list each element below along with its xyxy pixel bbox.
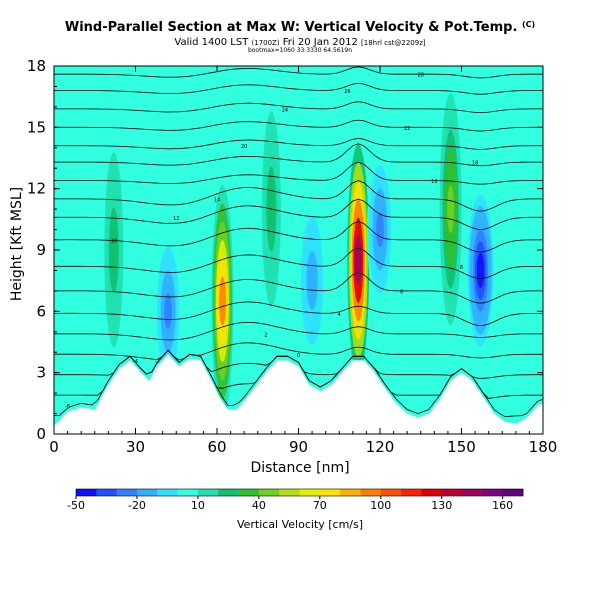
- updraft-core-1: [347, 144, 370, 377]
- isentrope-line: [54, 349, 543, 379]
- colorbar-swatch: [218, 489, 239, 496]
- colorbar-swatch: [258, 489, 280, 496]
- colorbar-swatch: [441, 489, 463, 496]
- colorbar-swatch: [197, 489, 219, 496]
- x-tick-label: 30: [126, 438, 145, 456]
- chart-subtitle: Valid 1400 LST (1700Z) Fri 20 Jan 2012 […: [174, 37, 426, 48]
- isentrope-line: [54, 82, 543, 95]
- colorbar-swatch: [340, 489, 361, 496]
- colorbar-swatch: [380, 489, 402, 496]
- isentrope-label: -4: [133, 359, 138, 365]
- colorbar-tick-label: 100: [370, 499, 391, 512]
- y-axis-label: Height [Kft MSL]: [9, 186, 25, 302]
- isentrope-line: [54, 101, 543, 113]
- isentrope-line: [54, 301, 543, 326]
- isentrope-label: 8: [460, 265, 463, 271]
- y-tick-label: 0: [36, 425, 46, 443]
- isentrope-line: [54, 66, 543, 79]
- chart-title: Wind-Parallel Section at Max W: Vertical…: [64, 20, 536, 35]
- x-tick-label: 120: [366, 438, 395, 456]
- isentrope-label: 20: [241, 144, 247, 150]
- colorbar-swatch: [177, 489, 199, 496]
- isentrope-label: 14: [214, 197, 220, 203]
- colorbar-tick-label: -50: [67, 499, 85, 512]
- isentrope-line: [54, 342, 543, 361]
- isentrope-label: 16: [431, 179, 437, 185]
- isentrope-label: 4: [338, 312, 341, 318]
- isentrope-label: 12: [173, 216, 179, 222]
- chart-run-info: bootmax=1060 33 3330 64.5619n: [247, 47, 353, 54]
- isentrope-label: 22: [404, 126, 410, 132]
- isentrope-label: 0: [297, 353, 300, 359]
- colorbar-tick-label: 160: [492, 499, 513, 512]
- isentrope-line: [54, 247, 543, 279]
- isentrope-line: [54, 143, 543, 167]
- x-tick-label: 180: [529, 438, 558, 456]
- colorbar-swatch: [319, 489, 341, 496]
- isentrope-label: 28: [418, 73, 424, 79]
- colorbar-swatch: [96, 489, 117, 496]
- x-tick-label: 60: [207, 438, 226, 456]
- colorbar-swatch: [462, 489, 483, 496]
- isentropes: [54, 66, 544, 418]
- colorbar-label: Vertical Velocity [cm/s]: [236, 518, 364, 531]
- colorbar-swatch: [421, 489, 443, 496]
- isentrope-line: [54, 138, 543, 150]
- x-tick-label: 150: [447, 438, 476, 456]
- colorbar-swatch: [157, 489, 178, 496]
- colorbar-swatch: [279, 489, 300, 496]
- isentrope-line: [54, 198, 543, 230]
- downdraft-core-7: [155, 235, 182, 388]
- colorbar-swatch: [238, 489, 260, 496]
- colorbar-tick-label: 40: [252, 499, 266, 512]
- isentrope-label: 26: [344, 89, 350, 95]
- x-tick-label: 0: [49, 438, 59, 456]
- colorbar-swatch: [482, 489, 503, 496]
- colorbar-tick-label: 10: [191, 499, 205, 512]
- isentrope-label: 24: [282, 107, 288, 113]
- updraft-core-0: [211, 185, 234, 418]
- y-tick-label: 9: [36, 241, 46, 259]
- isentrope-label: 10: [111, 238, 117, 244]
- colorbar-tick-label: -20: [128, 499, 146, 512]
- isentrope-label: 18: [472, 161, 478, 167]
- colorbar-swatch: [299, 489, 321, 496]
- updraft-core-3: [102, 134, 125, 366]
- colorbar-swatch: [116, 489, 138, 496]
- isentrope-line: [54, 180, 543, 212]
- colorbar-swatch: [360, 489, 382, 496]
- colorbar-swatch: [76, 489, 97, 496]
- terrain-mask: [54, 354, 543, 434]
- y-tick-label: 6: [36, 302, 46, 320]
- isentrope-line: [54, 221, 543, 253]
- y-tick-label: 3: [36, 364, 46, 382]
- isentrope-line: [54, 321, 543, 341]
- y-tick-label: 15: [27, 118, 46, 136]
- colorbar-swatch: [401, 489, 422, 496]
- colorbar-swatch: [136, 489, 158, 496]
- isentrope-line: [54, 119, 543, 132]
- isentrope-line: [54, 161, 543, 185]
- colorbar-swatch: [502, 489, 524, 496]
- y-tick-label: 18: [27, 57, 46, 75]
- isentrope-label: 2: [264, 332, 267, 338]
- isentrope-label: -2: [155, 359, 160, 365]
- colorbar-tick-label: 130: [431, 499, 452, 512]
- x-tick-label: 90: [289, 438, 308, 456]
- x-axis-label: Distance [nm]: [250, 460, 350, 476]
- isentrope-line: [54, 272, 543, 304]
- colorbar-tick-label: 70: [313, 499, 327, 512]
- isentrope-label: 6: [400, 289, 403, 295]
- isentrope-label: -6: [65, 404, 70, 410]
- y-tick-label: 12: [27, 180, 46, 198]
- colorbar-frame: [75, 488, 524, 497]
